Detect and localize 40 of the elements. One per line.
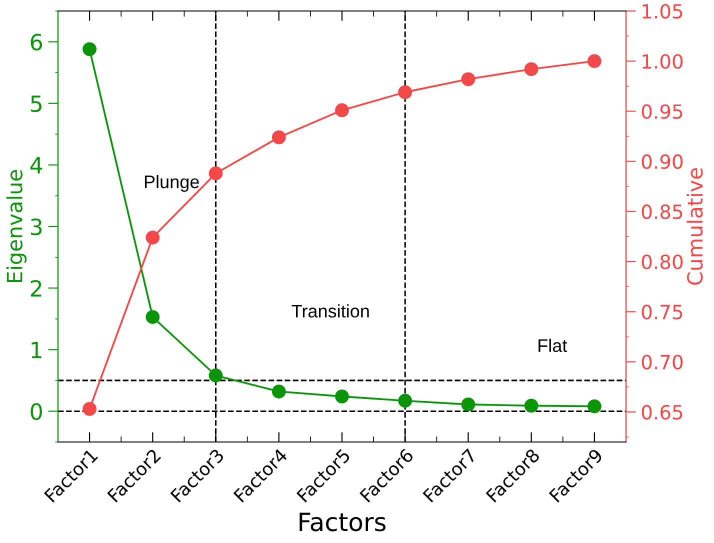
point [208, 166, 223, 180]
y2-axis-title: Cumulative [686, 168, 703, 285]
point [524, 62, 538, 76]
point [335, 389, 349, 404]
point [588, 399, 602, 414]
point [146, 230, 160, 244]
y-tick-label: 5 [30, 96, 42, 112]
y2-tick-label: 1.00 [642, 54, 683, 69]
point [272, 384, 286, 398]
annotation: Transition [292, 304, 369, 318]
point [524, 398, 538, 413]
point [335, 103, 349, 118]
y-axis-title: Eigenvalue [6, 170, 26, 282]
point [82, 402, 96, 416]
y-tick-label: 4 [30, 157, 42, 174]
y2-tick-label: 0.75 [642, 304, 682, 320]
y2-tick-label: 0.90 [642, 154, 683, 170]
point [588, 54, 602, 68]
annotation: Plunge [144, 174, 199, 192]
point [272, 130, 286, 144]
y-tick-label: 2 [30, 280, 42, 297]
point [398, 394, 412, 408]
y-tick-label: 0 [30, 403, 42, 420]
point [82, 42, 96, 56]
point [461, 72, 476, 86]
y-tick-label: 1 [32, 342, 42, 358]
y-tick-label: 6 [30, 34, 42, 51]
point [146, 310, 160, 324]
annotation: Flat [538, 338, 568, 352]
point [398, 85, 412, 100]
y2-tick-label: 0.65 [642, 404, 682, 420]
y2-tick-label: 0.80 [642, 254, 683, 270]
y2-tick-label: 0.70 [642, 354, 683, 370]
x-axis-title: Factors [300, 512, 386, 532]
point [461, 397, 476, 412]
y2-tick-label: 0.85 [642, 204, 682, 220]
y-tick-label: 3 [30, 218, 42, 236]
y2-tick-label: 1.05 [642, 4, 682, 19]
y2-tick-label: 0.95 [642, 104, 682, 119]
point [208, 368, 223, 382]
